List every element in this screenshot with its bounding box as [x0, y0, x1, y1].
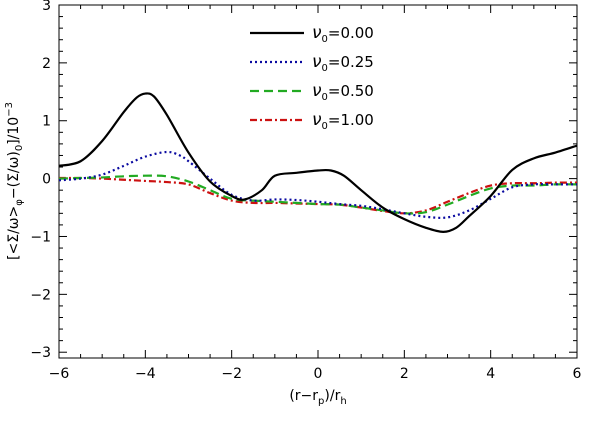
y-tick-label: −1 [30, 229, 51, 245]
legend-label: ν0=0.00 [312, 23, 374, 45]
series-line [58, 174, 578, 215]
x-tick-label: 2 [400, 366, 409, 382]
series-line [58, 92, 578, 233]
legend-label: ν0=0.25 [312, 52, 374, 74]
legend-label: ν0=0.50 [312, 81, 374, 103]
series-line [58, 176, 578, 215]
y-tick-label: −2 [30, 287, 51, 303]
y-tick-label: 3 [42, 0, 51, 14]
x-tick-label: 6 [573, 366, 582, 382]
x-tick-label: −4 [135, 366, 156, 382]
x-tick-label: 0 [314, 366, 323, 382]
y-tick-label: 0 [42, 172, 51, 188]
x-tick-label: −6 [49, 366, 70, 382]
legend-label: ν0=1.00 [312, 110, 374, 132]
ticks-group: −6 −4 −2 0 2 4 6 −3 −2 −1 0 1 2 3 [30, 0, 581, 382]
y-tick-label: −3 [30, 345, 51, 361]
x-tick-label: −2 [221, 366, 242, 382]
legend: ν0=0.00 ν0=0.25 ν0=0.50 ν0=1.00 [250, 23, 374, 132]
y-axis-title: [<Σ/ω>φ−(Σ/ω)0]/10−3 [4, 102, 25, 260]
y-tick-label: 2 [42, 56, 51, 72]
series-group [58, 92, 578, 233]
x-tick-label: 4 [486, 366, 495, 382]
y-tick-label: 1 [42, 114, 51, 130]
x-axis-title: (r−rp)/rh [289, 388, 346, 407]
